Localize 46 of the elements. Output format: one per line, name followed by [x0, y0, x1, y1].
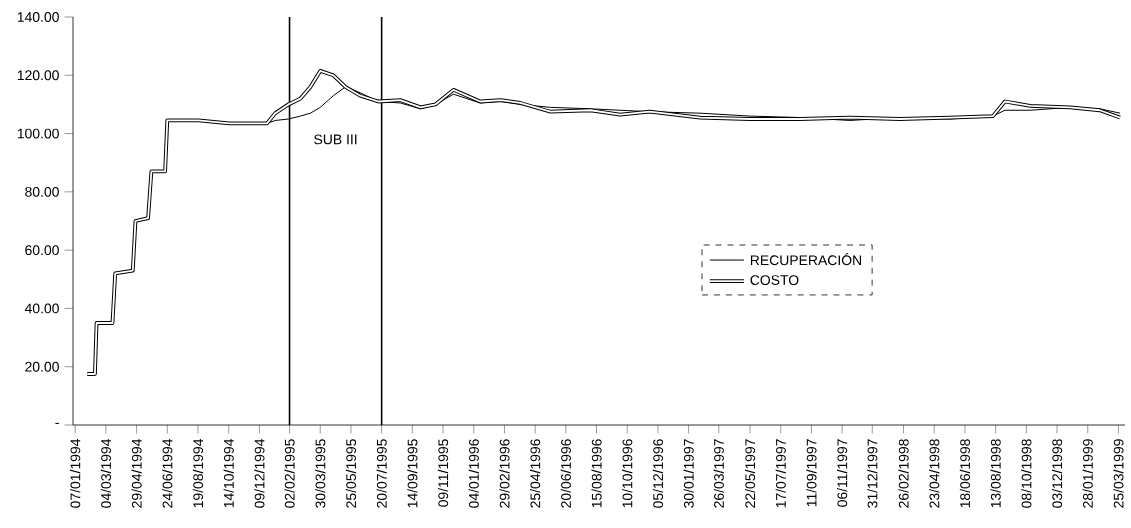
y-tick-label: -: [55, 422, 59, 424]
x-tick-label: 22/05/1997: [744, 439, 756, 508]
x-tick-label: 11/09/1997: [806, 439, 817, 507]
x-tick-label: 20/06/1996: [560, 439, 571, 508]
x-tick-label: 15/08/1996: [591, 439, 602, 508]
x-tick-label: 26/02/1998: [898, 439, 909, 508]
y-tick-label: 120.00: [17, 70, 59, 81]
y-tick-label: 60.00: [25, 245, 59, 256]
x-tick-label: 26/03/1997: [713, 439, 724, 508]
y-tick-label: 20.00: [25, 361, 59, 372]
x-tick-label: 28/01/1999: [1082, 439, 1093, 508]
x-tick-label: 29/02/1996: [499, 439, 510, 508]
x-tick-label: 25/04/1996: [530, 439, 541, 508]
x-tick-label: 02/02/1995: [284, 439, 295, 508]
x-tick-label: 06/11/1997: [837, 439, 848, 507]
y-tick-label: 80.00: [25, 186, 59, 197]
legend-label: COSTO: [750, 275, 799, 285]
y-tick-label: 140.00: [17, 12, 59, 22]
x-tick-label: 30/03/1995: [315, 439, 326, 508]
x-tick-label: 03/12/1998: [1051, 439, 1063, 508]
x-tick-label: 17/07/1997: [775, 439, 786, 508]
x-tick-label: 30/01/1997: [683, 439, 694, 508]
x-tick-label: 07/01/1994: [70, 438, 81, 508]
x-tick-label: 29/04/1994: [131, 438, 142, 508]
x-tick-label: 09/12/1994: [254, 438, 265, 508]
x-tick-label: 14/09/1995: [407, 439, 418, 508]
x-tick-label: 25/05/1995: [345, 439, 357, 508]
y-tick-label: 100.00: [17, 128, 59, 139]
x-tick-label: 25/03/1999: [1113, 439, 1124, 508]
x-tick-label: 04/01/1996: [468, 439, 479, 508]
x-tick-label: 18/06/1998: [959, 439, 971, 508]
x-tick-label: 19/08/1994: [192, 438, 204, 508]
x-tick-label: 10/10/1996: [622, 439, 633, 508]
x-tick-label: 04/03/1994: [100, 438, 111, 508]
x-tick-label: 13/08/1998: [990, 439, 1001, 508]
x-tick-label: 08/10/1998: [1021, 439, 1032, 508]
x-tick-label: 05/12/1996: [652, 439, 664, 508]
x-tick-label: 20/07/1995: [376, 439, 387, 508]
x-tick-label: 24/06/1994: [162, 438, 173, 508]
x-tick-label: 14/10/1994: [223, 438, 234, 508]
y-tick-label: 40.00: [24, 303, 59, 314]
x-tick-label: 09/11/1995: [437, 439, 449, 507]
x-tick-label: 31/12/1997: [867, 439, 878, 508]
annotation: SUB III: [314, 134, 357, 145]
legend-label: RECUPERACIÓN: [750, 252, 862, 266]
x-tick-label: 23/04/1998: [929, 439, 940, 508]
